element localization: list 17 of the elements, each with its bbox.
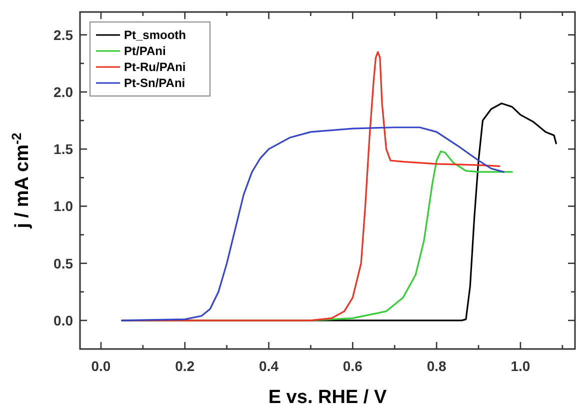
legend-label: Pt-Ru/PAni: [124, 60, 186, 74]
y-tick-label: 2.5: [54, 26, 74, 43]
x-axis-title: E vs. RHE / V: [268, 387, 387, 408]
x-tick-label: 0.6: [342, 358, 363, 374]
x-tick-label: 0.8: [426, 358, 447, 374]
y-tick-label: 0.0: [54, 312, 74, 328]
y-tick-label: 0.5: [54, 255, 74, 272]
y-tick-label: 2.0: [54, 84, 74, 100]
y-tick-label: 1.5: [54, 141, 74, 158]
x-tick-label: 1.0: [510, 358, 530, 374]
legend-label: Pt/PAni: [124, 44, 166, 58]
legend-label: Pt_smooth: [124, 28, 186, 42]
legend-label: Pt-Sn/PAni: [124, 76, 186, 90]
x-tick-label: 0.2: [175, 358, 195, 374]
x-tick-label: 0.0: [91, 358, 111, 374]
x-tick-label: 0.4: [259, 358, 279, 374]
y-tick-label: 1.0: [54, 198, 74, 214]
